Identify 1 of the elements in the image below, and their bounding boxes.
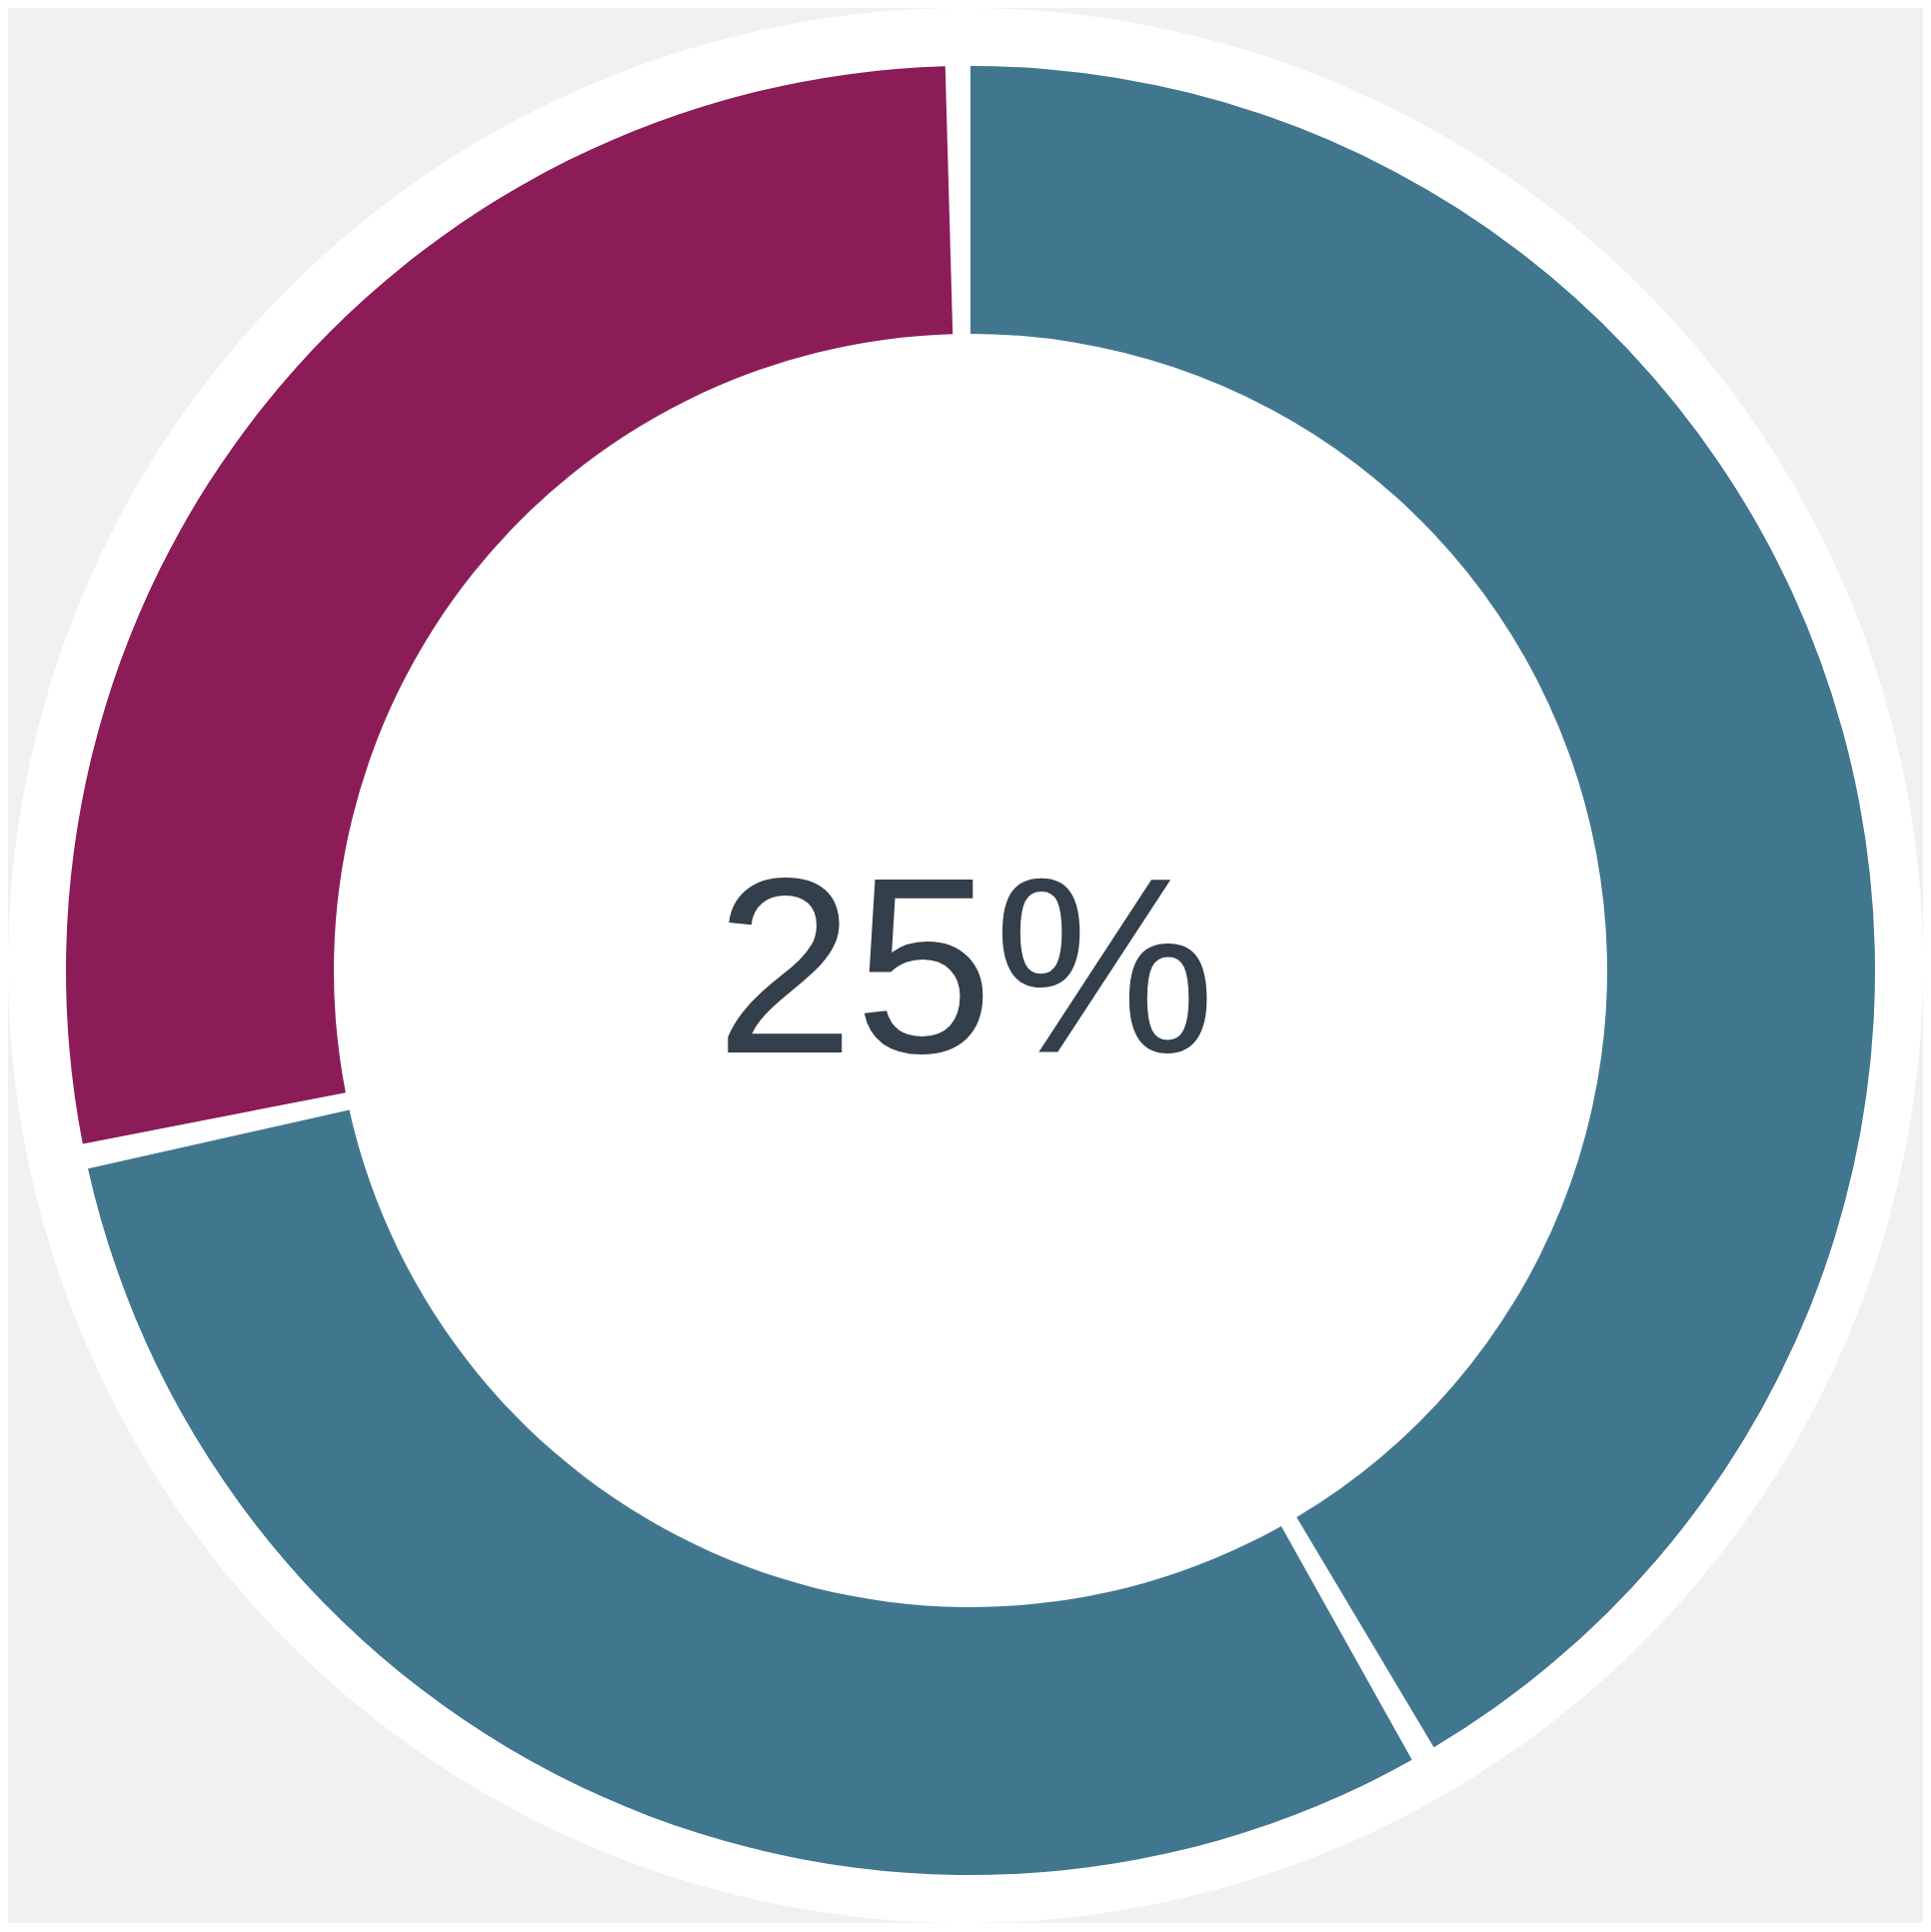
text: 25% <box>715 825 1216 1107</box>
